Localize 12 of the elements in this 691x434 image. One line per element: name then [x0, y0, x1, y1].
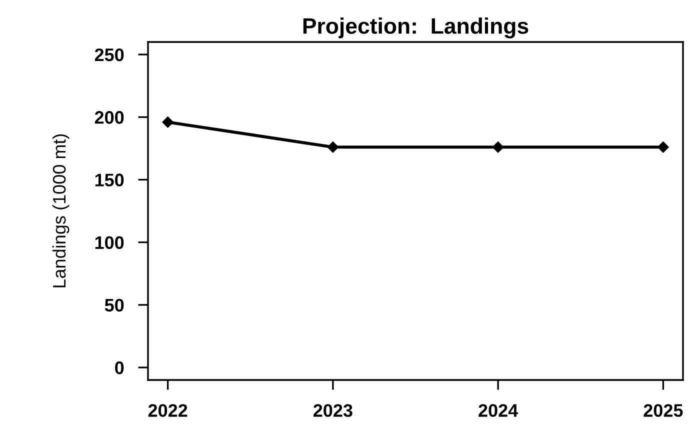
y-tick-label: 100	[95, 236, 124, 250]
y-tick-label: 200	[94, 111, 124, 124]
x-tick-label: 2022	[148, 404, 188, 417]
y-tick-label: 150	[95, 174, 124, 186]
y-tick-label: 250	[94, 48, 124, 62]
chart-title: Projection: Landings	[303, 18, 528, 38]
y-tick-label: 50	[104, 298, 124, 312]
x-tick-label: 2023	[313, 404, 352, 417]
x-tick-label: 2025	[644, 404, 683, 417]
y-tick-label: 0	[115, 361, 124, 374]
x-tick-label: 2024	[478, 404, 518, 417]
y-axis-title: Landings (1000 mt)	[52, 134, 70, 288]
